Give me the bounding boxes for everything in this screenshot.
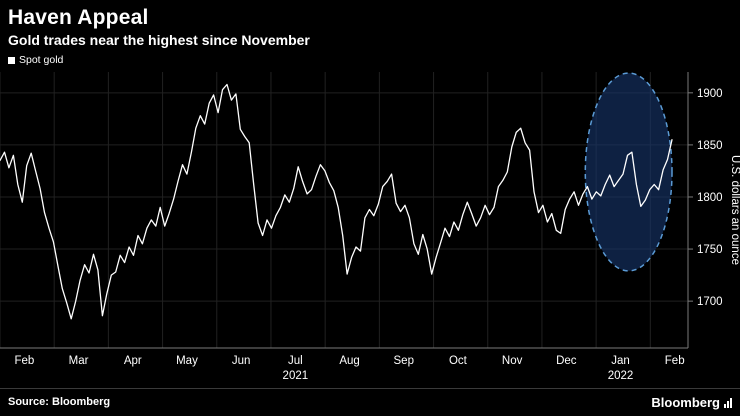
x-tick-label: Jul (288, 355, 303, 367)
x-tick-label: Feb (665, 355, 685, 367)
y-tick-label: 1800 (697, 192, 723, 204)
x-tick-label: May (176, 355, 198, 367)
bloomberg-logo-text: Bloomberg (651, 394, 720, 410)
bloomberg-bars-icon (724, 397, 732, 409)
x-tick-label: Dec (556, 355, 577, 367)
x-tick-label: Jun (232, 355, 251, 367)
x-tick-label: Feb (14, 355, 34, 367)
chart-legend: Spot gold (8, 54, 730, 66)
y-tick-label: 1850 (697, 140, 723, 152)
x-tick-label: Mar (69, 355, 89, 367)
x-tick-label: Jan (611, 355, 630, 367)
footer: Source: Bloomberg Bloomberg (0, 388, 740, 415)
chart-header: Haven Appeal Gold trades near the highes… (0, 0, 740, 66)
x-tick-label: Oct (449, 355, 468, 367)
chart-title: Haven Appeal (8, 6, 149, 29)
highlight-ellipse (584, 72, 673, 272)
legend-label: Spot gold (19, 54, 64, 66)
x-tick-label: Aug (339, 355, 359, 367)
gold-price-chart: 1700 1750 1800 1850 1900 Feb Mar Apr May Jun Jul Au… (0, 72, 740, 382)
x-tick-label: Sep (394, 355, 414, 367)
chart-subtitle: Gold trades near the highest since Novem… (8, 32, 310, 48)
chart-area: 1700 1750 1800 1850 1900 Feb Mar Apr May Jun Jul Au… (0, 66, 740, 388)
price-line (0, 83, 673, 320)
y-axis-title: U.S. dollars an ounce (729, 155, 740, 265)
x-tick-label: Apr (124, 355, 142, 367)
bloomberg-logo: Bloomberg (651, 396, 732, 409)
y-tick-label: 1700 (697, 296, 723, 308)
year-label: 2022 (608, 370, 634, 382)
y-tick-label: 1750 (697, 244, 723, 256)
y-tick-label: 1900 (697, 88, 723, 100)
legend-swatch-icon (8, 56, 15, 64)
source-credit: Source: Bloomberg (8, 396, 111, 408)
year-label: 2021 (283, 370, 309, 382)
x-tick-label: Nov (502, 355, 523, 367)
